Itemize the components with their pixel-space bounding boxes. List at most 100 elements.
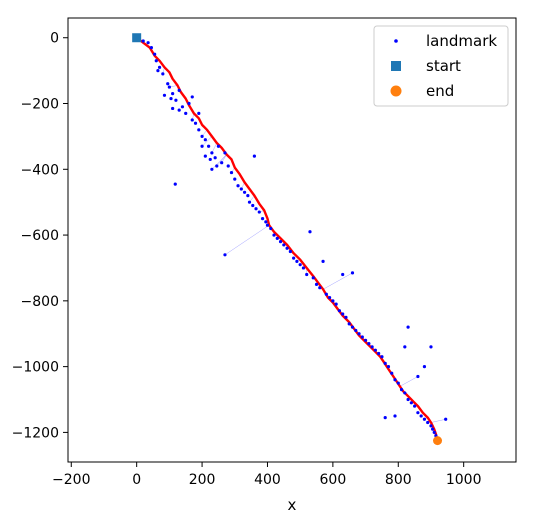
landmark-point	[207, 144, 211, 148]
landmark-point	[367, 342, 371, 346]
landmark-point	[272, 233, 276, 237]
landmark-point	[233, 177, 237, 181]
landmark-point	[354, 328, 358, 333]
landmark-point	[213, 156, 217, 160]
landmark-point	[426, 420, 430, 425]
landmark-point	[187, 101, 191, 106]
landmark-point	[149, 46, 153, 50]
x-tick-label: 600	[320, 472, 347, 488]
legend: landmark start end	[373, 25, 509, 107]
landmark-point	[298, 263, 302, 267]
landmark-point	[295, 259, 299, 263]
landmark-link	[211, 154, 227, 170]
y-axis-ticks: 0 −200 −400 −600 −800 −1000 −1200	[12, 31, 68, 441]
legend-label-end: end	[426, 82, 454, 100]
landmark-point	[208, 157, 212, 162]
landmark-point	[341, 312, 345, 316]
landmark-point	[399, 388, 404, 392]
landmark-point	[429, 345, 433, 349]
landmark-point	[377, 351, 381, 356]
landmark-point	[141, 39, 145, 43]
landmark-point	[174, 98, 178, 102]
landmarks	[141, 39, 448, 444]
landmark-point	[190, 95, 194, 99]
landmark-point	[177, 108, 181, 112]
landmark-point	[169, 96, 173, 101]
landmark-point	[413, 404, 417, 408]
landmark-point	[383, 416, 387, 420]
landmark-point	[171, 106, 175, 111]
landmark-link	[399, 376, 419, 387]
legend-start-marker	[391, 61, 401, 71]
landmark-point	[246, 194, 250, 198]
landmark-point	[416, 411, 420, 415]
landmark-point	[337, 309, 342, 313]
landmark-point	[386, 365, 391, 369]
landmark-point	[301, 266, 306, 270]
landmark-point	[292, 256, 296, 260]
landmark-point	[403, 391, 407, 395]
landmark-point	[314, 282, 319, 286]
landmark-point	[184, 111, 188, 115]
landmark-point	[403, 345, 407, 349]
end-marker	[433, 436, 443, 446]
landmark-point	[285, 246, 289, 250]
landmark-point	[223, 151, 227, 155]
y-tick-label: −1200	[12, 425, 59, 441]
landmark-point	[236, 184, 240, 188]
landmark-point	[282, 243, 286, 247]
landmark-point	[390, 371, 394, 375]
landmark-point	[269, 226, 273, 231]
legend-label-start: start	[426, 57, 461, 75]
x-axis-label: x	[288, 496, 297, 514]
landmark-point	[226, 164, 230, 168]
landmark-point	[200, 134, 204, 138]
landmark-point	[396, 381, 400, 385]
landmark-point	[305, 272, 309, 277]
y-tick-label: −400	[21, 162, 59, 178]
start-end-markers	[132, 33, 443, 446]
landmark-point	[373, 348, 377, 352]
legend-label-landmark: landmark	[426, 32, 497, 50]
landmark-point	[215, 164, 219, 168]
landmark-point	[216, 144, 221, 148]
y-tick-label: −600	[21, 228, 59, 244]
y-tick-label: −1000	[12, 360, 59, 376]
landmark-point	[257, 210, 261, 214]
landmark-point	[328, 295, 332, 300]
landmark-point	[220, 161, 224, 165]
landmark-point	[275, 236, 279, 240]
landmark-point	[247, 200, 252, 204]
landmark-point	[383, 361, 387, 365]
landmark-link	[211, 142, 218, 153]
landmark-point	[203, 138, 207, 142]
landmark-point	[166, 82, 170, 86]
landmark-point	[197, 111, 201, 115]
landmark-point	[146, 41, 150, 45]
landmark-point	[264, 220, 268, 224]
x-axis-ticks: −200 0 200 400 600 800 1000	[52, 462, 481, 488]
landmark-point	[357, 332, 361, 336]
landmark-point	[239, 187, 243, 191]
landmark-point	[344, 315, 348, 319]
x-tick-label: 800	[385, 472, 412, 488]
landmark-point	[406, 397, 410, 402]
landmark-point	[265, 223, 270, 227]
landmark-point	[318, 286, 322, 290]
landmark-point	[331, 299, 335, 303]
landmark-point	[167, 85, 171, 89]
landmark-point	[341, 272, 345, 277]
landmark-point	[177, 88, 181, 92]
landmark-point	[311, 276, 315, 280]
y-tick-label: −800	[21, 294, 59, 310]
landmark-point	[444, 417, 448, 421]
landmark-point	[334, 302, 338, 306]
landmark-point	[203, 154, 207, 158]
landmark-link	[322, 272, 353, 290]
landmark-point	[380, 355, 384, 359]
landmark-point	[416, 374, 420, 379]
landmark-point	[350, 325, 355, 329]
landmark-point	[308, 230, 312, 234]
landmark-point	[347, 322, 351, 326]
